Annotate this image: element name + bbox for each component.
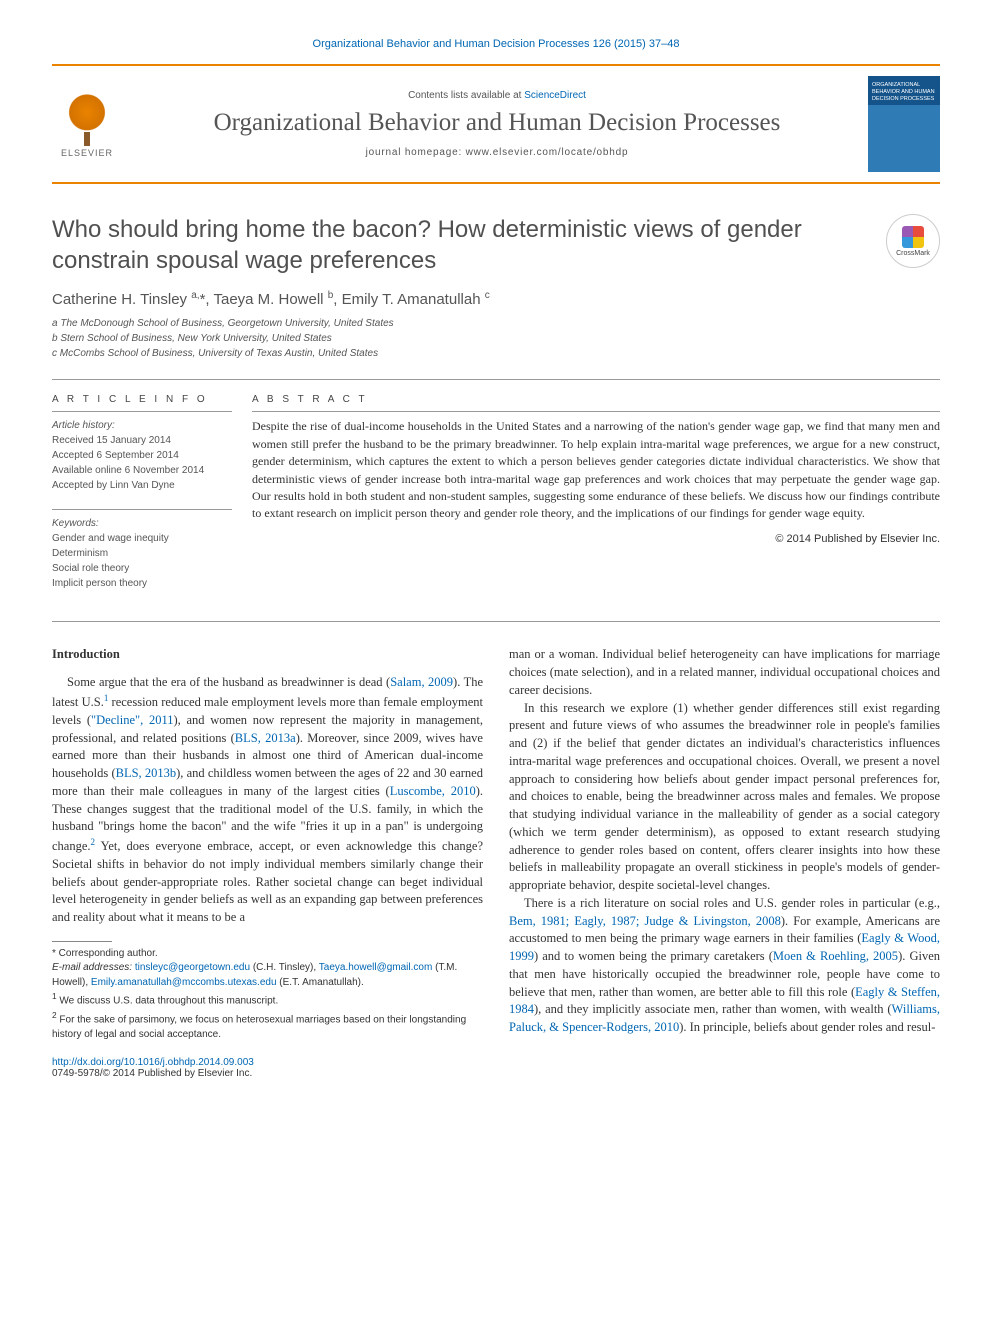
- keyword: Gender and wage inequity: [52, 531, 232, 546]
- footnotes: 1 We discuss U.S. data throughout this m…: [52, 990, 483, 1042]
- author-email[interactable]: Emily.amanatullah@mccombs.utexas.edu: [91, 977, 277, 988]
- footnote-1: We discuss U.S. data throughout this man…: [59, 996, 278, 1007]
- author-email[interactable]: Taeya.howell@gmail.com: [319, 962, 433, 973]
- citation-link[interactable]: BLS, 2013a: [235, 731, 296, 745]
- divider: [52, 379, 940, 380]
- crossmark-badge[interactable]: CrossMark: [886, 214, 940, 268]
- body-text: ) and to women being the primary caretak…: [534, 949, 773, 963]
- citation-line: Organizational Behavior and Human Decisi…: [52, 38, 940, 50]
- email-who: (C.H. Tinsley),: [250, 962, 319, 973]
- abstract-copyright: © 2014 Published by Elsevier Inc.: [252, 533, 940, 545]
- cover-text: ORGANIZATIONAL BEHAVIOR AND HUMAN DECISI…: [872, 82, 936, 103]
- online-date: Available online 6 November 2014: [52, 463, 232, 478]
- doi-link[interactable]: http://dx.doi.org/10.1016/j.obhdp.2014.0…: [52, 1057, 254, 1068]
- footnote-marker: 2: [52, 1010, 57, 1020]
- footnote-separator: [52, 941, 112, 942]
- body-text: Some argue that the era of the husband a…: [67, 675, 390, 689]
- contents-available: Contents lists available at ScienceDirec…: [136, 90, 858, 101]
- elsevier-logo: ELSEVIER: [52, 85, 122, 163]
- citation-link[interactable]: Bem, 1981; Eagly, 1987; Judge & Livingst…: [509, 914, 781, 928]
- crossmark-icon: [902, 226, 924, 248]
- crossmark-label: CrossMark: [896, 250, 930, 257]
- intro-heading: Introduction: [52, 646, 483, 664]
- citation-link[interactable]: Moen & Roehling, 2005: [773, 949, 898, 963]
- abstract-column: A B S T R A C T Despite the rise of dual…: [252, 394, 940, 607]
- citation-link[interactable]: BLS, 2013b: [116, 766, 177, 780]
- keywords-label: Keywords:: [52, 516, 232, 531]
- citation-link[interactable]: Luscombe, 2010: [390, 784, 476, 798]
- affiliation-c: c McCombs School of Business, University…: [52, 346, 940, 361]
- body-text: Introduction Some argue that the era of …: [52, 646, 940, 1042]
- footnote-marker: 1: [52, 991, 57, 1001]
- body-text: Yet, does everyone embrace, accept, or e…: [52, 839, 483, 924]
- keywords-block: Keywords: Gender and wage inequity Deter…: [52, 509, 232, 591]
- affiliation-b: b Stern School of Business, New York Uni…: [52, 331, 940, 346]
- journal-header: ELSEVIER Contents lists available at Sci…: [52, 64, 940, 184]
- body-text: In this research we explore (1) whether …: [509, 701, 940, 893]
- divider: [52, 621, 940, 622]
- body-text: man or a woman. Individual belief hetero…: [509, 647, 940, 697]
- citation-link[interactable]: "Decline", 2011: [91, 713, 173, 727]
- affiliations: a The McDonough School of Business, Geor…: [52, 316, 940, 361]
- author-list: Catherine H. Tinsley a,*, Taeya M. Howel…: [52, 290, 940, 308]
- issn-copyright: 0749-5978/© 2014 Published by Elsevier I…: [52, 1068, 940, 1079]
- article-title: Who should bring home the bacon? How det…: [52, 214, 872, 276]
- elsevier-label: ELSEVIER: [61, 148, 113, 158]
- keyword: Social role theory: [52, 561, 232, 576]
- article-info-heading: A R T I C L E I N F O: [52, 394, 232, 405]
- accepted-date: Accepted 6 September 2014: [52, 448, 232, 463]
- journal-name: Organizational Behavior and Human Decisi…: [136, 109, 858, 137]
- author-email[interactable]: tinsleyc@georgetown.edu: [135, 962, 250, 973]
- editor: Accepted by Linn Van Dyne: [52, 478, 232, 493]
- footnote-2: For the sake of parsimony, we focus on h…: [52, 1015, 466, 1041]
- corresponding-author: * Corresponding author. E-mail addresses…: [52, 947, 483, 991]
- citation-link[interactable]: Salam, 2009: [390, 675, 453, 689]
- abstract-heading: A B S T R A C T: [252, 394, 940, 405]
- body-text: ). In principle, beliefs about gender ro…: [679, 1020, 935, 1034]
- journal-cover-thumbnail: ORGANIZATIONAL BEHAVIOR AND HUMAN DECISI…: [868, 76, 940, 172]
- sciencedirect-link[interactable]: ScienceDirect: [524, 90, 586, 101]
- affiliation-a: a The McDonough School of Business, Geor…: [52, 316, 940, 331]
- article-history: Article history: Received 15 January 201…: [52, 411, 232, 493]
- body-text: There is a rich literature on social rol…: [524, 896, 940, 910]
- page-footer: http://dx.doi.org/10.1016/j.obhdp.2014.0…: [52, 1057, 940, 1079]
- contents-prefix: Contents lists available at: [408, 90, 524, 101]
- article-info-column: A R T I C L E I N F O Article history: R…: [52, 394, 252, 607]
- abstract-text: Despite the rise of dual-income househol…: [252, 411, 940, 522]
- email-label: E-mail addresses:: [52, 962, 135, 973]
- history-label: Article history:: [52, 418, 232, 433]
- journal-homepage: journal homepage: www.elsevier.com/locat…: [136, 147, 858, 158]
- keyword: Implicit person theory: [52, 576, 232, 591]
- body-text: ), and they implicitly associate men, ra…: [534, 1002, 892, 1016]
- received-date: Received 15 January 2014: [52, 433, 232, 448]
- keyword: Determinism: [52, 546, 232, 561]
- corresponding-star: * Corresponding author.: [52, 947, 483, 962]
- email-who: (E.T. Amanatullah).: [277, 977, 364, 988]
- elsevier-tree-icon: [59, 90, 115, 146]
